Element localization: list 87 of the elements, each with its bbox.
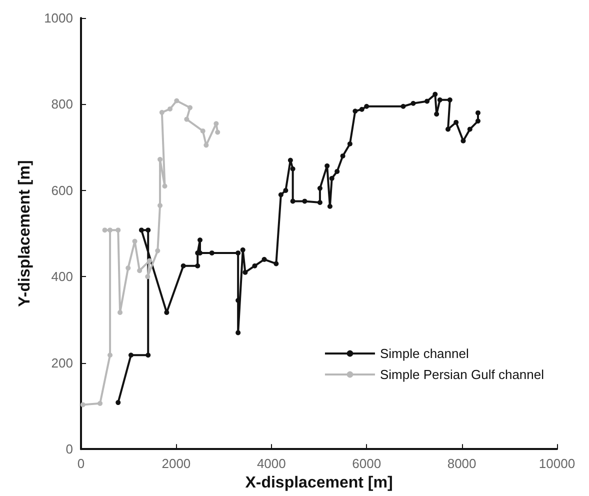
point (467, 126, 472, 132)
point (324, 163, 330, 168)
point (283, 188, 288, 193)
point (146, 352, 151, 358)
point (236, 330, 241, 336)
x-tick-label: 8000 (447, 456, 476, 472)
point (290, 198, 296, 204)
point (446, 126, 450, 132)
point (460, 138, 466, 144)
point (327, 204, 332, 209)
point (159, 110, 164, 115)
point (214, 121, 219, 126)
point (98, 400, 103, 406)
point (138, 228, 144, 233)
point (240, 247, 246, 252)
point (158, 156, 163, 162)
point (340, 153, 346, 158)
point (118, 310, 123, 315)
point (424, 98, 430, 104)
legend-label: Simple channel (380, 346, 469, 361)
point (262, 256, 267, 262)
point (200, 128, 206, 134)
point (204, 142, 209, 148)
point (347, 141, 352, 146)
point (410, 100, 416, 106)
point (434, 112, 440, 117)
point (108, 228, 113, 233)
y-axis-title: Y-displacement [m] (16, 160, 34, 307)
point (174, 98, 180, 104)
point (158, 203, 163, 208)
point (252, 263, 258, 268)
y-tick-label: 600 (51, 182, 73, 198)
point (447, 97, 452, 102)
point (236, 250, 241, 256)
point (146, 228, 151, 233)
point (215, 130, 220, 135)
point (145, 274, 150, 280)
point (162, 184, 168, 189)
point (329, 176, 334, 181)
legend-label: Simple Persian Gulf channel (380, 367, 544, 382)
x-tick-label: 0 (77, 456, 85, 472)
y-tick-label: 800 (51, 96, 73, 112)
point (302, 198, 308, 204)
point (126, 266, 131, 271)
y-tick-label: 200 (51, 355, 73, 370)
point (116, 228, 121, 233)
point (288, 158, 293, 163)
y-tick-label: 0 (66, 442, 73, 457)
point (334, 168, 340, 174)
point (278, 192, 284, 198)
point (128, 352, 134, 358)
x-tick-label: 4000 (256, 456, 286, 472)
point (102, 228, 108, 233)
y-tick-label: 1000 (44, 10, 73, 26)
point (352, 108, 358, 114)
point (359, 106, 364, 112)
point (132, 238, 138, 244)
point (475, 118, 480, 124)
point (137, 268, 142, 274)
point (108, 352, 113, 358)
point (116, 400, 121, 406)
point (80, 402, 86, 408)
point (400, 104, 406, 109)
x-tick-label: 6000 (352, 456, 382, 472)
point (317, 200, 322, 206)
point (437, 97, 442, 102)
point (432, 92, 438, 97)
point (180, 263, 186, 268)
point (364, 104, 370, 109)
point (274, 261, 279, 266)
y-tick-label: 400 (51, 269, 73, 284)
point (168, 106, 173, 112)
x-tick-label: 2000 (162, 456, 191, 472)
x-tick-label: 10000 (538, 456, 576, 472)
point (147, 258, 152, 264)
point (198, 238, 202, 243)
point (209, 250, 214, 256)
point (290, 166, 296, 172)
point (475, 110, 480, 116)
point (184, 116, 190, 122)
point (155, 248, 160, 254)
x-axis-title: X-displacement [m] (245, 474, 393, 492)
point (188, 105, 193, 110)
point (242, 270, 248, 275)
point (454, 120, 459, 125)
point (317, 186, 322, 191)
point (195, 263, 200, 268)
